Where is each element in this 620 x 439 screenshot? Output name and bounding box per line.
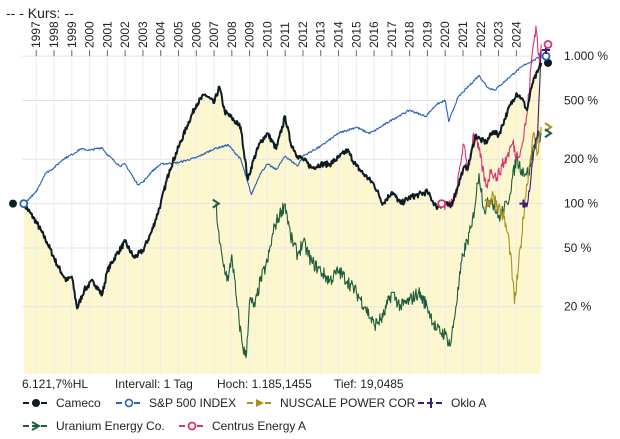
legend-label-centrus: Centrus Energy A [212,419,307,433]
legend-item-sp500[interactable]: S&P 500 INDEX [115,396,236,410]
start-marker-5 [437,199,447,209]
x-tick-label: 2002 [118,21,132,48]
series-line-2 [487,127,542,305]
legend-swatch-uranium-energy [23,421,49,431]
legend-label-uranium-energy: Uranium Energy Co. [56,419,165,433]
x-tick-label: 2000 [83,21,97,48]
y-tick-label: 200 % [564,152,598,166]
x-tick-label: 2011 [278,22,292,48]
x-tick-label: 2001 [100,21,114,48]
x-tick-label: 2008 [225,21,239,48]
x-tick-label: 2010 [260,21,274,48]
series-line-3 [523,49,542,208]
legend-label-sp500: S&P 500 INDEX [149,396,237,410]
start-marker-3 [519,199,528,208]
x-tick-label: 2020 [438,21,452,48]
x-tick-label: 1999 [65,21,79,48]
legend-swatch-nuscale [247,399,273,407]
x-tick-label: 2022 [474,21,488,48]
start-marker-4 [212,198,221,209]
end-marker-0 [544,58,552,67]
legend-label-nuscale: NUSCALE POWER COR [280,396,416,410]
legend-item-oklo[interactable]: Oklo A [417,396,486,410]
x-tick-label: 2018 [403,21,417,48]
y-tick-label: 500 % [564,94,598,108]
x-tick-label: 2019 [420,21,434,48]
stat-low: Tief: 19,0485 [334,377,404,391]
x-tick-label: 2003 [136,21,150,48]
x-tick-label: 2015 [349,21,363,48]
x-tick-label: 2024 [509,21,523,48]
stat-change: 6.121,7%HL [22,377,89,391]
start-marker-0 [9,199,17,208]
series-line-0 [22,62,543,310]
x-tick-label: 2004 [154,21,168,48]
legend-swatch-cameco [23,399,49,407]
x-tick-label: 2013 [314,21,328,48]
legend-swatch-sp500 [116,398,142,408]
end-marker-5 [543,40,553,49]
start-marker-2 [484,198,493,209]
x-tick-label: 2005 [171,21,185,48]
stat-interval: Intervall: 1 Tag [115,377,193,391]
legend-item-centrus[interactable]: Centrus Energy A [178,419,306,433]
legend-item-cameco[interactable]: Cameco [22,396,101,410]
x-tick-label: 1997 [29,21,43,48]
y-tick-label: 20 % [564,300,592,314]
stat-high: Hoch: 1.185,1455 [217,377,312,391]
x-tick-label: 2016 [367,21,381,48]
legend-label-cameco: Cameco [56,396,101,410]
legend-label-oklo: Oklo A [451,396,487,410]
x-tick-label: 2012 [296,21,310,48]
x-tick-label: 2009 [243,21,257,48]
x-tick-label: 2021 [456,21,470,48]
end-marker-4 [544,128,553,139]
x-tick-label: 2007 [207,21,221,48]
x-tick-label: 2023 [492,21,506,48]
chart-title: -- - Kurs: -- [6,5,74,21]
x-tick-label: 2017 [385,21,399,48]
series-line-5 [441,25,542,210]
legend-swatch-centrus [179,421,205,431]
y-tick-label: 50 % [564,241,592,255]
series-line-1 [23,55,542,205]
legend-item-uranium-energy[interactable]: Uranium Energy Co. [22,419,165,433]
series-line-4 [215,130,542,359]
y-tick-label: 100 % [564,197,598,211]
start-marker-1 [19,199,29,209]
x-tick-label: 2006 [189,21,203,48]
x-tick-label: 1998 [47,21,61,48]
legend-swatch-oklo [418,398,444,408]
x-tick-label: 2014 [332,21,346,48]
y-tick-label: 1.000 % [564,49,608,63]
legend-item-nuscale[interactable]: NUSCALE POWER COR [246,396,415,410]
